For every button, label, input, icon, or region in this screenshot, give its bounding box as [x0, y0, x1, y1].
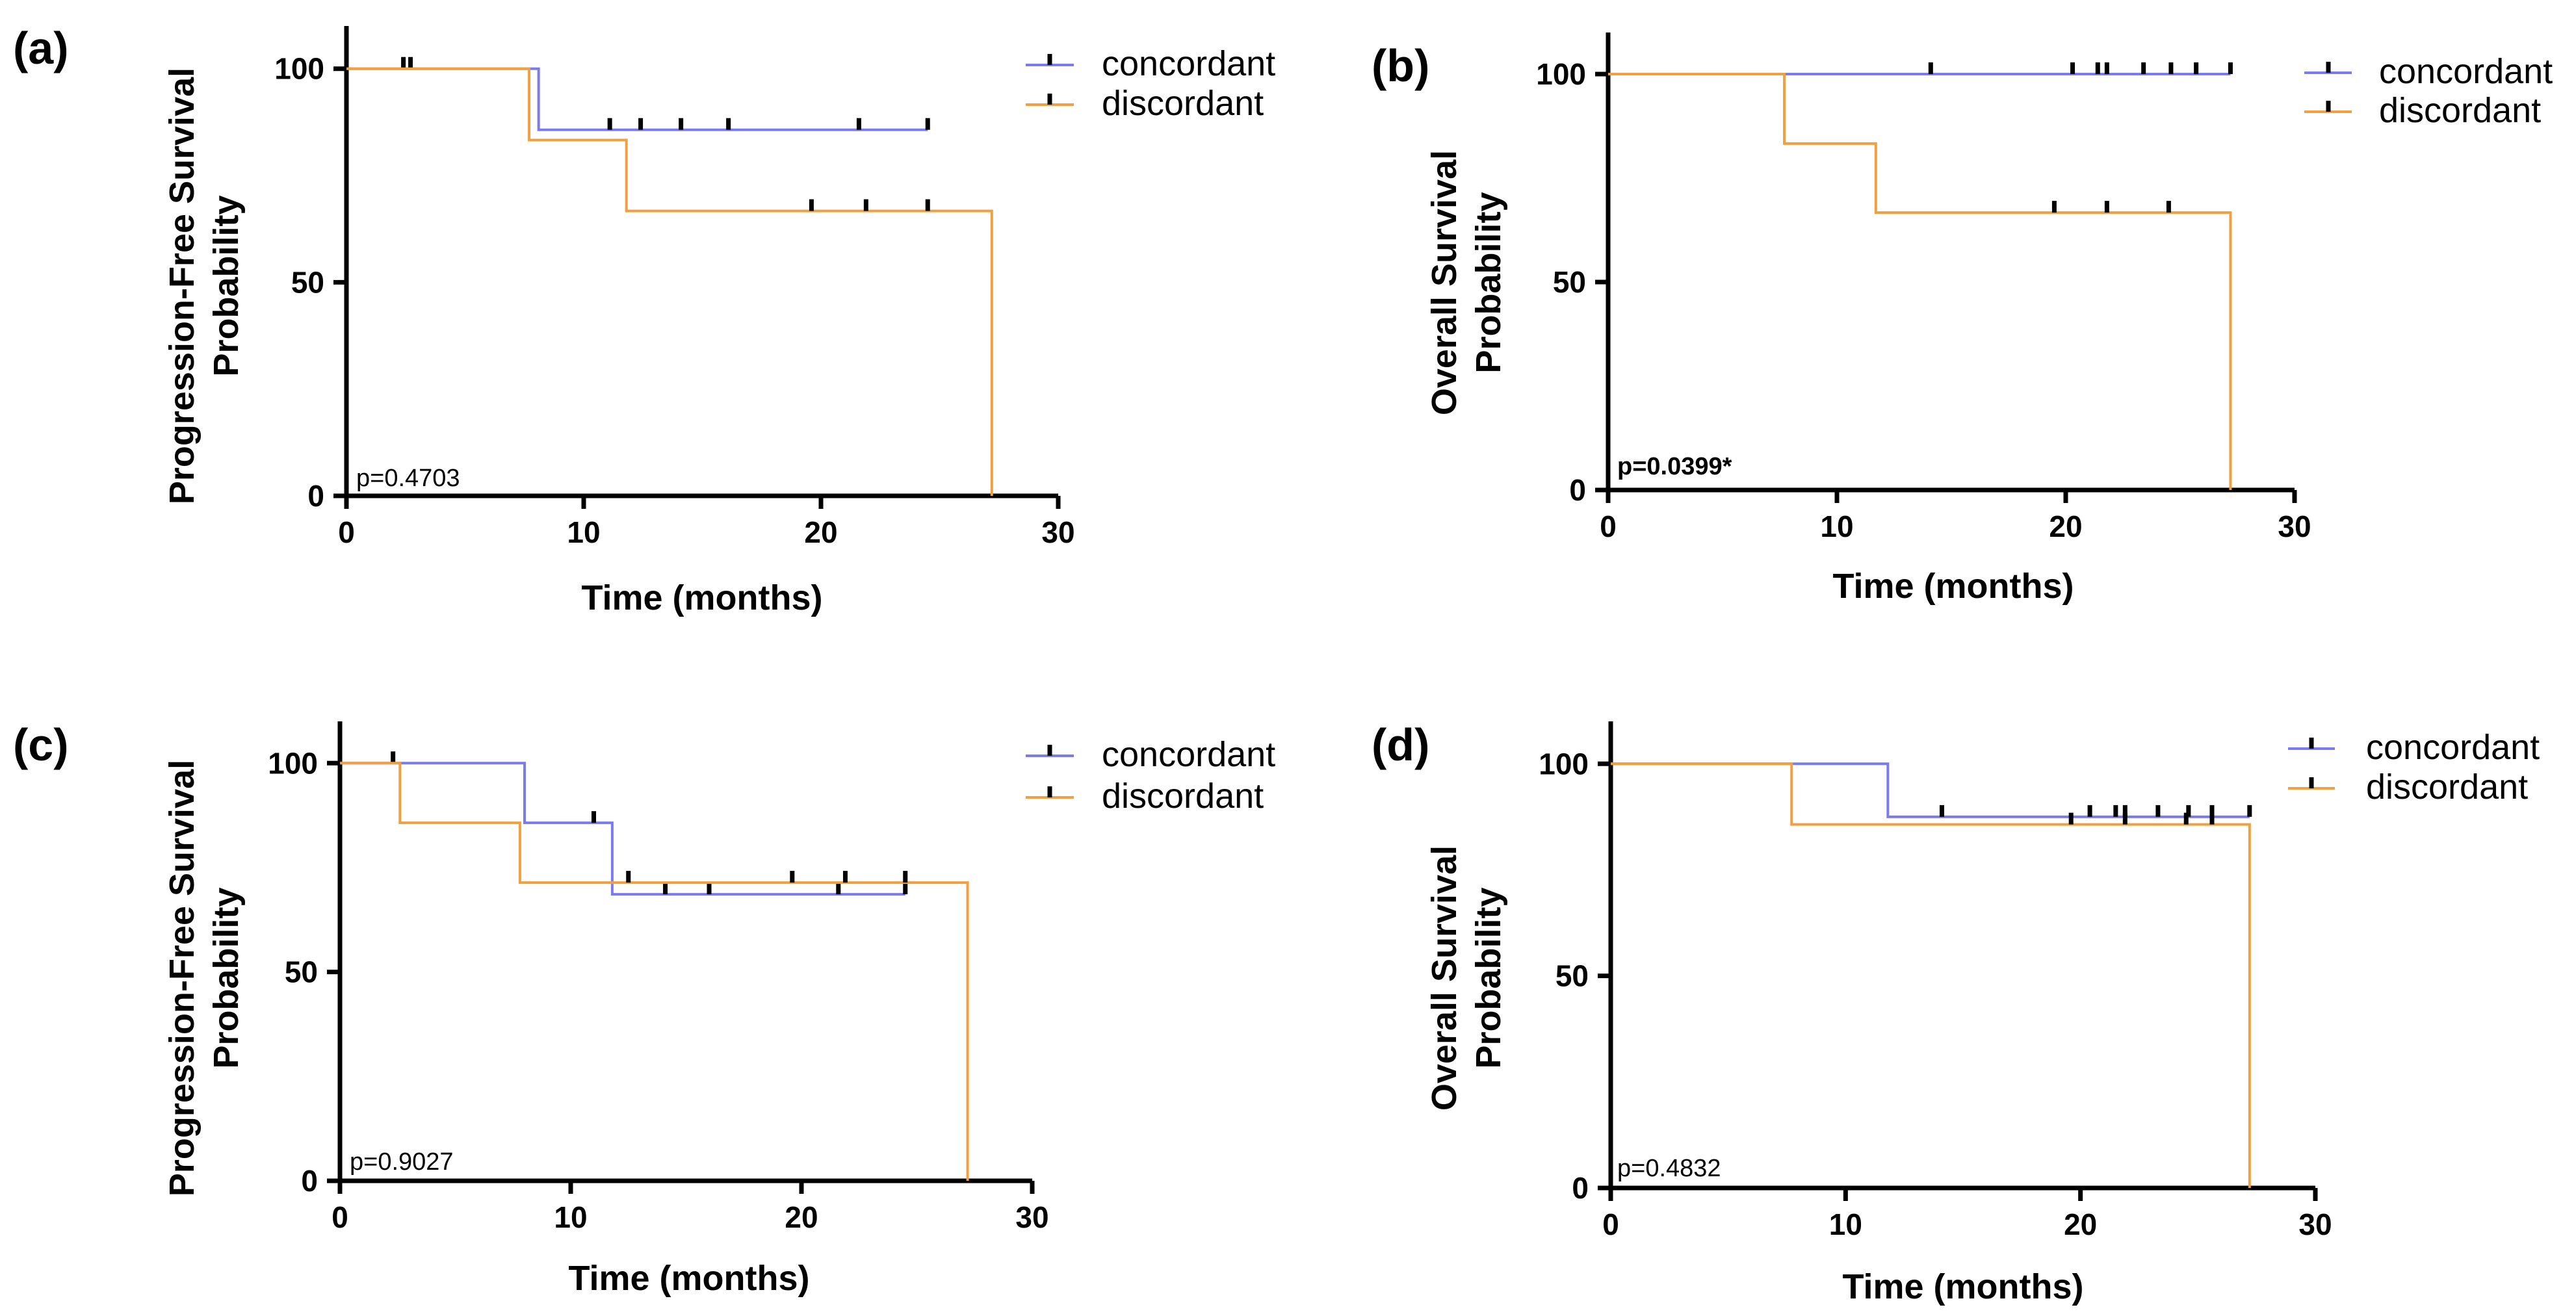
panel-label-d: (d): [1372, 719, 1429, 770]
km-curve-discordant: [1611, 762, 2251, 1188]
plot-area-b: 0 10 20 30 0 50 100: [1536, 32, 2311, 543]
km-curve-concordant: [346, 67, 928, 131]
km-curve-discordant: [1608, 73, 2232, 490]
y-axis-title-line2-b: Probability: [1469, 192, 1508, 373]
plot-area-c: 0 10 20 30 0 50 100: [268, 721, 1049, 1234]
legend-d: concordant discordant: [2288, 728, 2540, 806]
legend-b: concordant discordant: [2304, 52, 2553, 130]
y-tick-label: 100: [268, 746, 318, 780]
x-axis-title-c: Time (months): [568, 1259, 809, 1298]
legend-label-discordant-d: discordant: [2366, 768, 2528, 806]
legend-label-concordant-c: concordant: [1102, 735, 1275, 774]
x-tick-label: 10: [567, 515, 600, 549]
km-curve-concordant: [1611, 762, 2250, 818]
y-tick-label: 50: [291, 265, 324, 299]
p-value-c: p=0.9027: [350, 1148, 454, 1176]
x-tick-label: 30: [2298, 1207, 2332, 1241]
x-tick-label: 30: [1015, 1200, 1048, 1234]
legend-label-discordant-b: discordant: [2379, 91, 2541, 130]
p-value-d: p=0.4832: [1617, 1155, 1721, 1182]
y-tick-label: 50: [285, 955, 318, 989]
x-tick-label: 10: [1829, 1207, 1862, 1241]
y-axis-title-line2-c: Probability: [207, 887, 246, 1068]
x-tick-label: 0: [1602, 1207, 1619, 1241]
legend-label-concordant-a: concordant: [1102, 44, 1275, 83]
x-axis-title-a: Time (months): [581, 578, 822, 617]
y-tick-label: 100: [274, 52, 324, 86]
panel-label-a: (a): [13, 23, 69, 73]
km-curve-discordant: [340, 762, 969, 1181]
legend-label-concordant-b: concordant: [2379, 52, 2553, 91]
panel-c: (c) 0 10 20 30 0 50 100 Time (months) Progress…: [13, 719, 1275, 1298]
y-tick-label: 100: [1539, 747, 1589, 781]
x-axis-title-b: Time (months): [1832, 567, 2074, 606]
y-tick-label: 0: [301, 1164, 318, 1198]
x-tick-label: 10: [554, 1200, 587, 1234]
y-axis-title-line1-a: Progression-Free Survival: [163, 68, 202, 504]
x-axis-title-d: Time (months): [1842, 1267, 2083, 1306]
panel-label-b: (b): [1372, 40, 1429, 91]
km-curve-discordant: [346, 67, 993, 496]
panel-label-c: (c): [13, 719, 69, 770]
legend-a: concordant discordant: [1026, 44, 1275, 123]
y-axis-title-line1-c: Progression-Free Survival: [163, 760, 202, 1196]
p-value-b: p=0.0399*: [1617, 453, 1732, 480]
x-tick-label: 20: [804, 515, 837, 549]
y-axis-title-line2-d: Probability: [1469, 887, 1508, 1068]
y-axis-title-line1-b: Overall Survival: [1425, 150, 1464, 415]
legend-label-concordant-d: concordant: [2366, 728, 2540, 767]
legend-label-discordant-a: discordant: [1102, 84, 1264, 123]
km-curve-concordant: [340, 762, 905, 896]
x-tick-label: 20: [2064, 1207, 2097, 1241]
x-tick-label: 0: [332, 1200, 348, 1234]
y-tick-label: 50: [1553, 265, 1586, 299]
panel-b: (b) 0 10 20 30 0 50 100 Time (months) Overall …: [1372, 32, 2553, 606]
x-tick-label: 30: [1041, 515, 1074, 549]
x-tick-label: 20: [785, 1200, 818, 1234]
plot-area-d: 0 10 20 30 0 50 100: [1539, 721, 2332, 1241]
y-tick-label: 0: [1569, 473, 1586, 507]
y-tick-label: 0: [1572, 1171, 1589, 1205]
x-tick-label: 0: [1600, 510, 1617, 543]
y-tick-label: 100: [1536, 57, 1586, 91]
legend-c: concordant discordant: [1026, 735, 1275, 816]
y-tick-label: 0: [307, 479, 324, 513]
plot-area-a: 0 10 20 30 0 50 100: [274, 26, 1075, 549]
panel-a: (a) 0 10 20 30 0 50 100 Time (months) Progress…: [13, 23, 1275, 617]
x-tick-label: 10: [1820, 510, 1853, 543]
y-axis-title-line1-d: Overall Survival: [1425, 845, 1464, 1111]
panel-d: (d) 0 10 20 30 0 50 100 Time (months) Overall …: [1372, 719, 2540, 1306]
x-tick-label: 30: [2278, 510, 2311, 543]
y-axis-title-line2-a: Probability: [207, 195, 246, 376]
x-tick-label: 20: [2049, 510, 2082, 543]
p-value-a: p=0.4703: [356, 465, 460, 492]
legend-label-discordant-c: discordant: [1102, 777, 1264, 816]
y-tick-label: 50: [1555, 959, 1589, 993]
x-tick-label: 0: [338, 515, 355, 549]
